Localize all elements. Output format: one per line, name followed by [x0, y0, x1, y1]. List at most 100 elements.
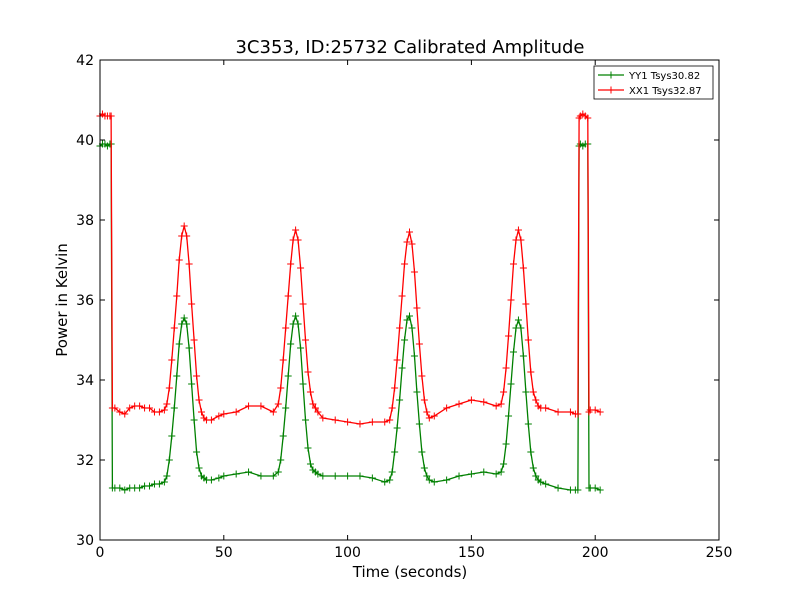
data-point: [207, 416, 215, 424]
data-point: [398, 292, 406, 300]
data-point: [111, 404, 119, 412]
data-point: [168, 432, 176, 440]
data-point: [163, 472, 171, 480]
data-point: [596, 408, 604, 416]
data-point: [188, 380, 196, 388]
data-point: [269, 408, 277, 416]
data-point: [566, 408, 574, 416]
data-point: [507, 296, 515, 304]
data-point: [430, 412, 438, 420]
data-point: [175, 256, 183, 264]
data-point: [297, 344, 305, 352]
data-point: [257, 472, 265, 480]
data-point: [537, 478, 545, 486]
y-tick-label: 30: [76, 533, 94, 549]
data-point: [467, 396, 475, 404]
data-point: [420, 396, 428, 404]
data-point: [274, 400, 282, 408]
data-point: [527, 368, 535, 376]
legend-label: YY1 Tsys30.82: [628, 71, 700, 82]
data-point: [168, 356, 176, 364]
data-point: [116, 408, 124, 416]
data-point: [415, 420, 423, 428]
x-tick-label: 50: [215, 545, 233, 561]
y-axis-label: Power in Kelvin: [53, 243, 71, 357]
data-point: [215, 412, 223, 420]
data-point: [245, 402, 253, 410]
data-point: [146, 482, 154, 490]
data-point: [165, 456, 173, 464]
data-point: [165, 384, 173, 392]
data-point: [408, 240, 416, 248]
data-point: [514, 316, 522, 324]
series-0: [96, 140, 604, 494]
data-point: [220, 410, 228, 418]
data-point: [284, 372, 292, 380]
data-point: [356, 420, 364, 428]
data-point: [443, 476, 451, 484]
data-point: [391, 448, 399, 456]
data-point: [232, 408, 240, 416]
data-point: [297, 264, 305, 272]
data-point: [277, 384, 285, 392]
data-point: [279, 432, 287, 440]
legend-marker: [607, 71, 615, 79]
data-point: [443, 404, 451, 412]
data-point: [393, 356, 401, 364]
data-point: [126, 404, 134, 412]
data-point: [220, 472, 228, 480]
data-point: [497, 468, 505, 476]
data-point: [302, 336, 310, 344]
data-point: [170, 404, 178, 412]
data-point: [299, 300, 307, 308]
data-point: [183, 232, 191, 240]
data-point: [331, 472, 339, 480]
data-point: [514, 226, 522, 234]
data-point: [155, 408, 163, 416]
plot-frame: [99, 59, 720, 541]
data-point: [136, 484, 144, 492]
data-point: [388, 404, 396, 412]
plot-area: [96, 110, 604, 494]
data-point: [356, 472, 364, 480]
data-point: [279, 356, 287, 364]
data-point: [257, 402, 265, 410]
legend-box: [593, 65, 714, 100]
data-point: [396, 396, 404, 404]
data-point: [319, 414, 327, 422]
x-tick-label: 0: [96, 545, 105, 561]
data-point: [393, 424, 401, 432]
data-point: [403, 316, 411, 324]
legend-label: XX1 Tsys32.87: [629, 86, 702, 97]
data-point: [401, 336, 409, 344]
data-point: [183, 320, 191, 328]
data-point: [299, 380, 307, 388]
data-point: [418, 372, 426, 380]
x-tick-label: 100: [334, 545, 361, 561]
data-point: [302, 416, 310, 424]
y-tick-label: 40: [76, 133, 94, 149]
data-point: [492, 402, 500, 410]
data-point: [190, 336, 198, 344]
data-point: [282, 324, 290, 332]
data-point: [410, 268, 418, 276]
chart-title: 3C353, ID:25732 Calibrated Amplitude: [235, 37, 584, 58]
data-point: [294, 320, 302, 328]
data-point: [160, 406, 168, 414]
data-point: [532, 396, 540, 404]
data-point: [519, 352, 527, 360]
data-point: [368, 418, 376, 426]
data-point: [522, 388, 530, 396]
data-point: [368, 474, 376, 482]
data-point: [163, 400, 171, 408]
data-point: [180, 314, 188, 322]
data-point: [500, 388, 508, 396]
data-point: [408, 324, 416, 332]
data-point: [418, 448, 426, 456]
data-point: [274, 468, 282, 476]
data-point: [155, 480, 163, 488]
data-point: [413, 304, 421, 312]
x-axis-label: Time (seconds): [352, 563, 468, 581]
data-point: [245, 468, 253, 476]
